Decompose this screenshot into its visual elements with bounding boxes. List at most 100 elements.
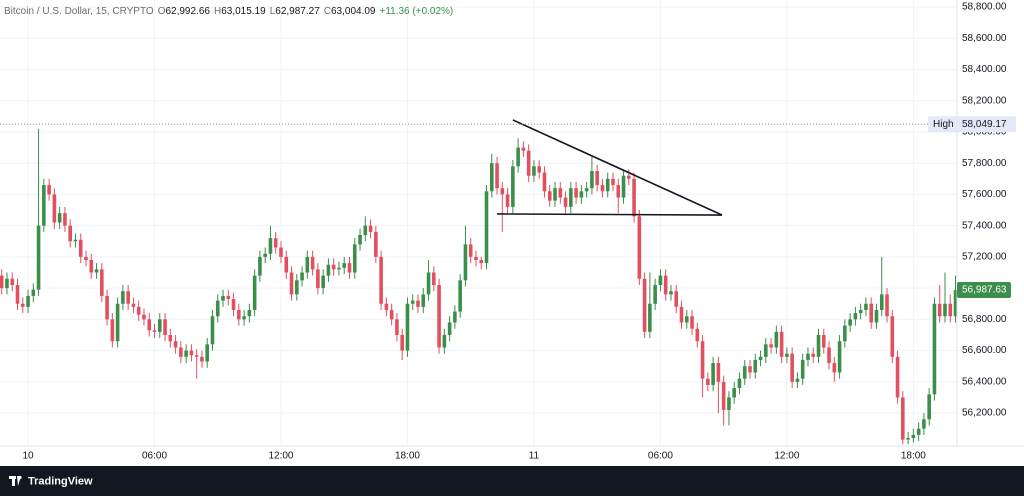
candle-body xyxy=(885,294,889,317)
ohlc-key: L xyxy=(270,6,276,17)
candle-body xyxy=(874,309,879,323)
ohlc-value: 62,987.27 xyxy=(275,6,320,17)
candle-body xyxy=(5,278,9,289)
candle-body xyxy=(616,185,621,198)
candle-body xyxy=(352,244,357,273)
legend: Bitcoin / U.S. Dollar, 15, CRYPTO O62,992… xyxy=(4,6,453,17)
candle-body xyxy=(126,291,130,304)
candle-body xyxy=(78,239,83,257)
candle-body xyxy=(605,178,610,192)
candle-body xyxy=(653,284,657,304)
y-tick-label: 56,200.00 xyxy=(962,408,1007,419)
candle-body xyxy=(637,216,642,279)
candle-body xyxy=(205,344,210,362)
y-tick-label: 58,600.00 xyxy=(962,33,1007,44)
candle-body xyxy=(231,299,236,310)
candle-body xyxy=(442,334,447,348)
candle-body xyxy=(843,325,847,342)
y-tick-label: 56,800.00 xyxy=(962,314,1007,325)
candle-body xyxy=(764,344,768,357)
candle-body xyxy=(89,260,94,273)
axes: 56,200.0056,400.0056,600.0056,800.0057,0… xyxy=(22,2,1016,462)
candle-body xyxy=(785,353,789,357)
candle-body xyxy=(426,272,431,295)
candle-body xyxy=(779,331,784,357)
candle-body xyxy=(906,438,910,440)
candle-body xyxy=(500,188,505,195)
candle-body xyxy=(374,231,378,257)
candle-body xyxy=(368,225,373,232)
candle-body xyxy=(853,313,858,320)
candle-body xyxy=(511,166,515,207)
candle-body xyxy=(200,356,204,362)
brand-logo xyxy=(9,475,22,486)
candle-body xyxy=(742,366,747,379)
candle-body xyxy=(832,363,837,373)
candle-body xyxy=(658,275,663,285)
candle-body xyxy=(57,213,62,223)
candle-body xyxy=(474,256,478,261)
trendline xyxy=(512,119,723,216)
candle-body xyxy=(516,147,520,167)
candle-body xyxy=(52,194,57,223)
candle-body xyxy=(31,289,36,296)
candle-body xyxy=(484,191,489,264)
candle-body xyxy=(310,256,315,270)
candle-body xyxy=(142,314,146,320)
candle-body xyxy=(194,355,199,357)
candle-body xyxy=(63,213,67,226)
plot-area xyxy=(0,119,957,445)
trendline xyxy=(497,213,722,216)
y-tick-label: 58,800.00 xyxy=(962,2,1007,13)
candle-body xyxy=(358,235,362,245)
candle-body xyxy=(300,272,304,281)
candle-body xyxy=(331,264,336,270)
candle-body xyxy=(410,300,415,304)
candle-body xyxy=(10,278,15,285)
x-tick-label: 06:00 xyxy=(648,451,673,462)
candle-body xyxy=(321,275,325,289)
candle-body xyxy=(827,347,831,364)
candle-body xyxy=(790,353,794,382)
candle-body xyxy=(147,319,152,331)
candle-body xyxy=(537,166,542,173)
candle-body xyxy=(294,280,299,295)
candle-body xyxy=(800,359,805,379)
candle-body xyxy=(363,225,368,236)
last-price-badge xyxy=(957,282,1011,299)
candle-body xyxy=(674,291,679,307)
candle-body xyxy=(289,272,294,295)
candle-body xyxy=(20,303,25,307)
candle-body xyxy=(922,419,926,429)
candle-body xyxy=(221,295,225,301)
candle-body xyxy=(26,295,30,307)
high-badge xyxy=(928,116,1016,133)
grid xyxy=(0,0,957,446)
candle-body xyxy=(284,256,289,273)
candle-body xyxy=(316,269,320,289)
candle-body xyxy=(727,397,731,410)
candle-body xyxy=(179,347,183,357)
candle-body xyxy=(579,191,584,198)
candle-body xyxy=(890,316,895,357)
candle-body xyxy=(168,334,173,342)
candle-body xyxy=(347,263,352,273)
y-tick-label: 57,600.00 xyxy=(962,189,1007,200)
candle-body xyxy=(953,290,957,317)
candle-body xyxy=(121,291,125,304)
candle-body xyxy=(864,303,868,310)
candle-body xyxy=(837,341,842,373)
candle-body xyxy=(384,303,389,310)
candle-body xyxy=(806,353,810,360)
candle-body xyxy=(432,272,436,285)
candle-body xyxy=(268,238,273,254)
candle-body xyxy=(157,319,162,332)
candle-body xyxy=(932,303,937,395)
candle-body xyxy=(105,295,109,320)
candle-body xyxy=(421,294,426,307)
candle-body xyxy=(252,275,257,310)
candle-body xyxy=(400,334,404,351)
x-tick-label: 10 xyxy=(22,451,34,462)
candle-body xyxy=(811,353,816,357)
candle-body xyxy=(774,331,779,348)
